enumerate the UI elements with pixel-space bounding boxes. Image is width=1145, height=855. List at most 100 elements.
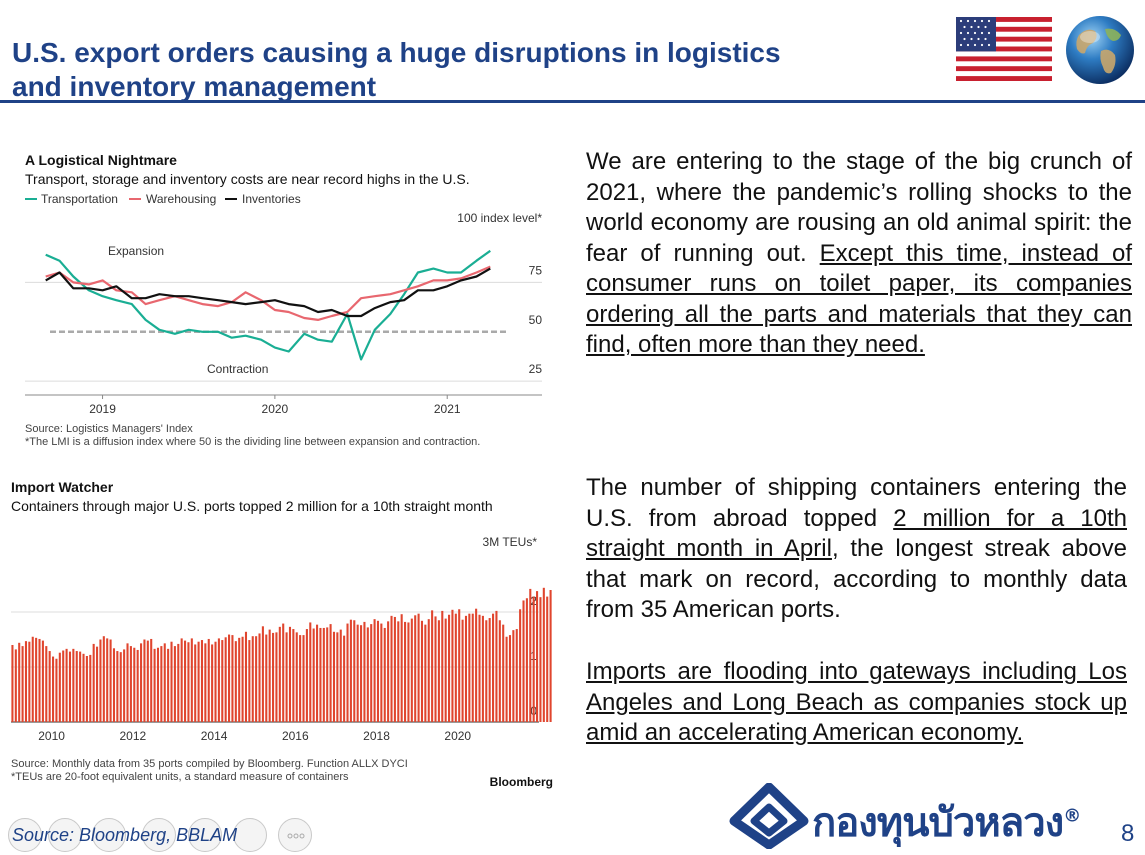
teu-bar (116, 651, 119, 722)
teu-bar (119, 652, 122, 722)
teu-bar (380, 623, 383, 722)
teu-bar (238, 637, 241, 722)
teu-bar (82, 653, 85, 722)
teu-bar (99, 639, 102, 722)
teu-bar (207, 638, 210, 722)
teu-bar (96, 646, 99, 722)
teu-bar (224, 637, 227, 722)
bloomberg-logo: Bloomberg (490, 775, 553, 789)
y-tick-label: 50 (529, 313, 543, 327)
x-tick-label: 2010 (38, 729, 65, 743)
teu-bar (508, 635, 512, 722)
teu-bar (478, 614, 481, 722)
series-line-inventories (45, 267, 491, 318)
legend-inventories: Inventories (242, 192, 301, 206)
teu-bar (322, 627, 325, 722)
teu-bar (471, 613, 474, 722)
teu-bar (366, 627, 369, 722)
teu-bar (332, 631, 336, 722)
teu-bar (72, 648, 75, 722)
y-tick-label: 75 (529, 263, 543, 277)
teu-bar (261, 626, 264, 722)
teu-bar (48, 651, 51, 722)
teu-bar (214, 641, 217, 722)
previous-slide-button[interactable] (8, 818, 42, 852)
teu-bar (363, 621, 366, 722)
teu-bar (156, 647, 160, 722)
logistics-chart: A Logistical Nightmare Transport, storag… (20, 148, 555, 453)
grid-view-button[interactable] (142, 818, 176, 852)
teu-bar (522, 600, 525, 722)
teu-bar (451, 609, 454, 722)
next-slide-button[interactable] (48, 818, 82, 852)
brand-name: กองทุนบัวหลวง® (812, 790, 1081, 854)
y-tick-label: 25 (529, 362, 543, 376)
subtitles-button[interactable] (233, 818, 267, 852)
teu-bar (146, 640, 149, 722)
teu-bar (173, 646, 176, 722)
teu-bar (140, 643, 143, 722)
teu-bar (488, 618, 491, 722)
teu-bar (441, 610, 444, 722)
paragraph-underlined-text: Imports are flooding into gateways inclu… (586, 658, 1127, 746)
teu-bar (85, 656, 88, 722)
teu-bar (129, 646, 132, 722)
imports-chart: Import Watcher Containers through major … (5, 475, 560, 795)
teu-bar (79, 651, 82, 722)
teu-bar (329, 624, 332, 722)
page-number: 8 (1121, 820, 1135, 847)
teu-bar (397, 621, 400, 722)
x-tick-label: 2020 (444, 729, 471, 743)
teu-bar (546, 596, 549, 722)
paragraph-big-crunch: We are entering to the stage of the big … (586, 147, 1132, 361)
zoom-button[interactable] (188, 818, 222, 852)
teu-bar (62, 650, 65, 722)
teu-bar (343, 635, 346, 722)
slide-title-line1: U.S. export orders causing a huge disrup… (12, 37, 781, 68)
teu-bar (485, 620, 488, 722)
teu-bar (434, 616, 437, 722)
teu-bar (356, 624, 359, 722)
more-options-button[interactable] (278, 818, 312, 852)
teu-bar (136, 649, 139, 722)
teu-bar (383, 627, 386, 722)
us-flag-icon (956, 17, 1052, 81)
teu-bar (75, 651, 78, 722)
teu-bar (89, 654, 92, 722)
paragraph-underlined-text: Except this time, instead of consumer ru… (586, 239, 1132, 359)
teu-bar (410, 618, 413, 722)
teu-bar (21, 646, 24, 722)
teu-bar (55, 658, 58, 722)
teu-bar (549, 590, 552, 722)
teu-bar (400, 614, 403, 722)
teu-bar (299, 635, 302, 722)
teu-bar (539, 597, 542, 722)
title-underline (0, 100, 1145, 103)
teu-bar (170, 641, 173, 722)
pen-tool-button[interactable] (92, 818, 126, 852)
teu-bar (370, 624, 373, 722)
chart-source: Source: Logistics Managers' Index (25, 423, 193, 435)
teu-bar (228, 634, 231, 722)
teu-bar (542, 587, 545, 722)
teu-bar (126, 643, 129, 722)
teu-bar (393, 616, 396, 722)
teu-bar (424, 624, 427, 722)
x-tick-label: 2012 (119, 729, 146, 743)
teu-bar (285, 632, 288, 722)
teu-bar (150, 638, 153, 722)
teu-bar (316, 624, 319, 722)
teu-bar (454, 613, 457, 722)
teu-bar (28, 641, 31, 722)
teu-bar (143, 639, 146, 722)
paragraph-text: The number of shipping containers enteri… (586, 474, 1127, 532)
teu-bar (68, 651, 72, 722)
teu-bar (431, 610, 434, 722)
teu-bar (184, 640, 187, 722)
x-tick-label: 2016 (282, 729, 309, 743)
teu-bar (204, 643, 207, 722)
teu-bar (265, 634, 268, 722)
teu-bar (177, 643, 180, 722)
teu-bar (109, 639, 112, 722)
teu-bar (275, 632, 278, 722)
